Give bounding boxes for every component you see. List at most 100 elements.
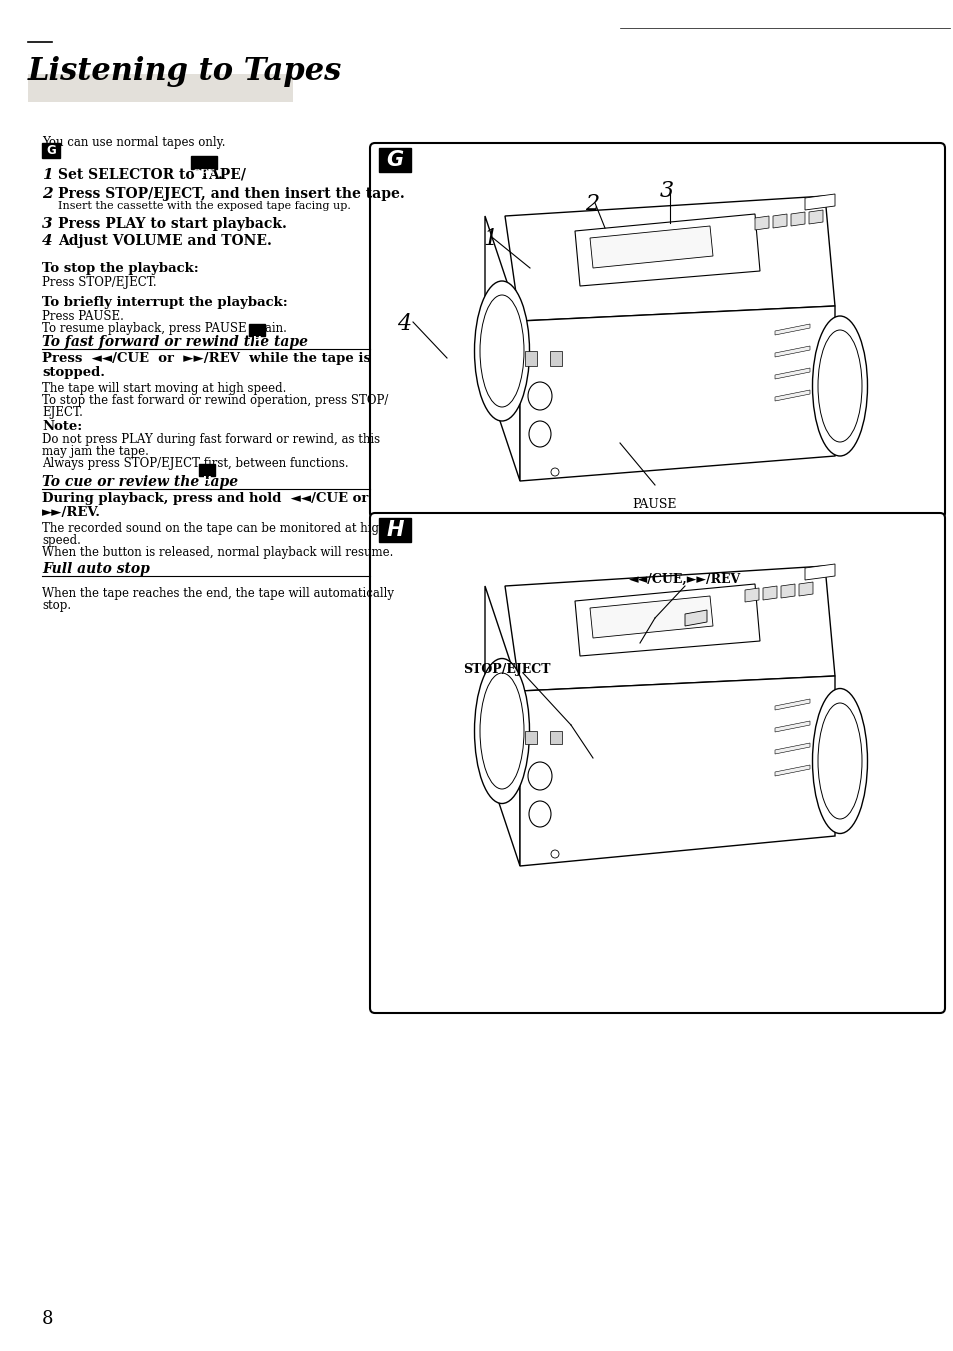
Text: When the tape reaches the end, the tape will automatically: When the tape reaches the end, the tape …	[42, 586, 394, 600]
Text: When the button is released, normal playback will resume.: When the button is released, normal play…	[42, 546, 393, 559]
FancyBboxPatch shape	[370, 143, 944, 517]
Text: ◄◄/CUE,►►/REV: ◄◄/CUE,►►/REV	[628, 573, 740, 586]
Polygon shape	[575, 213, 760, 286]
Text: 8: 8	[42, 1310, 53, 1328]
Text: Always press STOP/EJECT first, between functions.: Always press STOP/EJECT first, between f…	[42, 457, 348, 470]
Bar	[378, 517, 411, 542]
Bar	[42, 143, 60, 158]
Text: The tape will start moving at high speed.: The tape will start moving at high speed…	[42, 382, 286, 394]
Text: Press STOP/EJECT, and then insert the tape.: Press STOP/EJECT, and then insert the ta…	[58, 186, 404, 201]
Text: STOP/EJECT: STOP/EJECT	[462, 663, 550, 676]
Polygon shape	[484, 216, 519, 481]
Text: Press PAUSE.: Press PAUSE.	[42, 309, 124, 323]
Text: 3: 3	[42, 218, 52, 231]
Text: Press  ◄◄/CUE  or  ►►/REV  while the tape is: Press ◄◄/CUE or ►►/REV while the tape is	[42, 353, 371, 365]
Text: stopped.: stopped.	[42, 366, 105, 380]
Circle shape	[551, 467, 558, 476]
Text: During playback, press and hold  ◄◄/CUE or: During playback, press and hold ◄◄/CUE o…	[42, 492, 368, 505]
Text: Full auto stop: Full auto stop	[42, 562, 150, 576]
Polygon shape	[519, 305, 834, 481]
Polygon shape	[799, 582, 812, 596]
Text: To cue or review the tape: To cue or review the tape	[42, 476, 243, 489]
Text: G: G	[386, 150, 403, 170]
Polygon shape	[524, 731, 537, 744]
Text: speed.: speed.	[42, 534, 81, 547]
Text: To briefly interrupt the playback:: To briefly interrupt the playback:	[42, 296, 288, 309]
Text: Note:: Note:	[42, 420, 82, 434]
Ellipse shape	[817, 703, 862, 819]
Text: To stop the playback:: To stop the playback:	[42, 262, 198, 276]
Text: 4: 4	[396, 313, 411, 335]
Ellipse shape	[527, 762, 552, 790]
Bar	[199, 463, 214, 476]
Polygon shape	[774, 346, 809, 357]
Polygon shape	[790, 212, 804, 226]
Text: .: .	[218, 168, 223, 182]
Polygon shape	[575, 584, 760, 657]
Polygon shape	[684, 611, 706, 626]
Ellipse shape	[479, 673, 523, 789]
Bar	[378, 149, 411, 172]
Polygon shape	[804, 563, 834, 580]
Polygon shape	[504, 196, 834, 322]
Text: 2: 2	[584, 193, 598, 215]
Polygon shape	[524, 351, 537, 366]
Ellipse shape	[527, 382, 552, 409]
Polygon shape	[774, 743, 809, 754]
Ellipse shape	[479, 295, 523, 407]
Polygon shape	[774, 721, 809, 732]
Text: To fast forward or rewind the tape: To fast forward or rewind the tape	[42, 335, 313, 349]
Polygon shape	[774, 698, 809, 711]
Text: 2: 2	[42, 186, 52, 201]
Text: may jam the tape.: may jam the tape.	[42, 444, 149, 458]
Text: stop.: stop.	[42, 598, 71, 612]
Polygon shape	[772, 213, 786, 228]
Text: OFF: OFF	[193, 169, 215, 178]
Text: H: H	[202, 476, 212, 486]
Polygon shape	[519, 676, 834, 866]
Polygon shape	[774, 765, 809, 775]
Polygon shape	[550, 351, 561, 366]
Text: H: H	[386, 520, 403, 540]
Ellipse shape	[474, 281, 529, 422]
Polygon shape	[504, 566, 834, 690]
Bar	[191, 155, 216, 169]
Polygon shape	[804, 195, 834, 209]
Polygon shape	[808, 209, 822, 224]
Text: G: G	[46, 143, 56, 157]
FancyBboxPatch shape	[370, 513, 944, 1013]
Polygon shape	[781, 584, 794, 598]
Polygon shape	[762, 586, 776, 600]
Polygon shape	[774, 390, 809, 401]
Polygon shape	[484, 586, 519, 866]
Ellipse shape	[529, 422, 551, 447]
Ellipse shape	[474, 658, 529, 804]
Text: 3: 3	[659, 180, 674, 203]
Ellipse shape	[812, 689, 866, 834]
Text: To resume playback, press PAUSE again.: To resume playback, press PAUSE again.	[42, 322, 287, 335]
Text: The recorded sound on the tape can be monitored at high: The recorded sound on the tape can be mo…	[42, 521, 386, 535]
Ellipse shape	[817, 330, 862, 442]
Text: H: H	[253, 336, 261, 346]
Text: ►►/REV.: ►►/REV.	[42, 507, 101, 519]
Text: EJECT.: EJECT.	[42, 407, 83, 419]
Polygon shape	[589, 596, 712, 638]
Circle shape	[551, 850, 558, 858]
Text: 1: 1	[42, 168, 52, 182]
Polygon shape	[754, 216, 768, 230]
Ellipse shape	[812, 316, 866, 457]
Polygon shape	[774, 367, 809, 380]
Polygon shape	[744, 588, 759, 603]
Bar	[28, 74, 293, 101]
Text: Listening to Tapes: Listening to Tapes	[28, 55, 342, 86]
Text: You can use normal tapes only.: You can use normal tapes only.	[42, 136, 225, 149]
Polygon shape	[589, 226, 712, 267]
Text: Press STOP/EJECT.: Press STOP/EJECT.	[42, 276, 156, 289]
Text: Set SELECTOR to TAPE/: Set SELECTOR to TAPE/	[58, 168, 246, 182]
Text: Do not press PLAY during fast forward or rewind, as this: Do not press PLAY during fast forward or…	[42, 434, 379, 446]
Text: 4: 4	[42, 234, 52, 249]
Polygon shape	[550, 731, 561, 744]
Text: Insert the cassette with the exposed tape facing up.: Insert the cassette with the exposed tap…	[58, 201, 351, 211]
Text: Adjust VOLUME and TONE.: Adjust VOLUME and TONE.	[58, 234, 272, 249]
Bar	[249, 324, 265, 336]
